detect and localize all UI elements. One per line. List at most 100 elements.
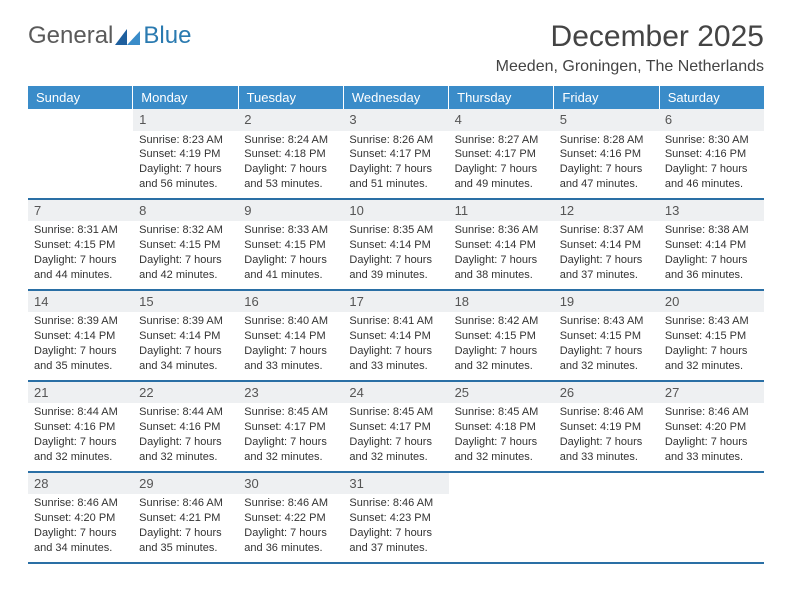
day-number: 10 <box>343 200 448 222</box>
day-cell: 31Sunrise: 8:46 AMSunset: 4:23 PMDayligh… <box>343 473 448 562</box>
day-header: Sunday <box>28 86 133 109</box>
daylight-text: Daylight: 7 hours and 46 minutes. <box>665 162 758 192</box>
daylight-text: Daylight: 7 hours and 33 minutes. <box>244 344 337 374</box>
sunset-text: Sunset: 4:15 PM <box>560 329 653 344</box>
day-number: 17 <box>343 291 448 313</box>
sunrise-text: Sunrise: 8:28 AM <box>560 133 653 148</box>
day-cell: 29Sunrise: 8:46 AMSunset: 4:21 PMDayligh… <box>133 473 238 562</box>
page-title: December 2025 <box>551 20 764 54</box>
sunrise-text: Sunrise: 8:30 AM <box>665 133 758 148</box>
day-cell: 17Sunrise: 8:41 AMSunset: 4:14 PMDayligh… <box>343 291 448 380</box>
sunset-text: Sunset: 4:20 PM <box>665 420 758 435</box>
sunrise-text: Sunrise: 8:23 AM <box>139 133 232 148</box>
day-header: Monday <box>133 86 238 109</box>
daylight-text: Daylight: 7 hours and 36 minutes. <box>244 526 337 556</box>
sunrise-text: Sunrise: 8:38 AM <box>665 223 758 238</box>
day-header: Friday <box>554 86 659 109</box>
day-cell: 19Sunrise: 8:43 AMSunset: 4:15 PMDayligh… <box>554 291 659 380</box>
sunset-text: Sunset: 4:15 PM <box>139 238 232 253</box>
day-number: 22 <box>133 382 238 404</box>
daylight-text: Daylight: 7 hours and 37 minutes. <box>349 526 442 556</box>
sunset-text: Sunset: 4:18 PM <box>455 420 548 435</box>
sunrise-text: Sunrise: 8:45 AM <box>455 405 548 420</box>
sunset-text: Sunset: 4:14 PM <box>560 238 653 253</box>
sunrise-text: Sunrise: 8:46 AM <box>34 496 127 511</box>
day-header: Tuesday <box>239 86 344 109</box>
day-number: 14 <box>28 291 133 313</box>
sunrise-text: Sunrise: 8:46 AM <box>560 405 653 420</box>
day-number: 8 <box>133 200 238 222</box>
sunrise-text: Sunrise: 8:27 AM <box>455 133 548 148</box>
week-row: 28Sunrise: 8:46 AMSunset: 4:20 PMDayligh… <box>28 473 764 564</box>
sunrise-text: Sunrise: 8:41 AM <box>349 314 442 329</box>
day-number: 5 <box>554 109 659 131</box>
day-number: 3 <box>343 109 448 131</box>
daylight-text: Daylight: 7 hours and 39 minutes. <box>349 253 442 283</box>
day-cell: 21Sunrise: 8:44 AMSunset: 4:16 PMDayligh… <box>28 382 133 471</box>
sunset-text: Sunset: 4:16 PM <box>139 420 232 435</box>
sunset-text: Sunset: 4:14 PM <box>349 238 442 253</box>
sunrise-text: Sunrise: 8:42 AM <box>455 314 548 329</box>
week-row: 21Sunrise: 8:44 AMSunset: 4:16 PMDayligh… <box>28 382 764 473</box>
day-cell: 8Sunrise: 8:32 AMSunset: 4:15 PMDaylight… <box>133 200 238 289</box>
sunset-text: Sunset: 4:23 PM <box>349 511 442 526</box>
daylight-text: Daylight: 7 hours and 32 minutes. <box>34 435 127 465</box>
day-cell: 16Sunrise: 8:40 AMSunset: 4:14 PMDayligh… <box>238 291 343 380</box>
day-cell <box>554 473 659 562</box>
daylight-text: Daylight: 7 hours and 42 minutes. <box>139 253 232 283</box>
day-number: 24 <box>343 382 448 404</box>
day-number: 7 <box>28 200 133 222</box>
day-number: 21 <box>28 382 133 404</box>
sunrise-text: Sunrise: 8:46 AM <box>349 496 442 511</box>
sunset-text: Sunset: 4:16 PM <box>560 147 653 162</box>
day-cell: 4Sunrise: 8:27 AMSunset: 4:17 PMDaylight… <box>449 109 554 198</box>
day-number: 15 <box>133 291 238 313</box>
sunrise-text: Sunrise: 8:35 AM <box>349 223 442 238</box>
logo-icon <box>115 27 141 45</box>
day-cell: 15Sunrise: 8:39 AMSunset: 4:14 PMDayligh… <box>133 291 238 380</box>
daylight-text: Daylight: 7 hours and 53 minutes. <box>244 162 337 192</box>
sunrise-text: Sunrise: 8:26 AM <box>349 133 442 148</box>
daylight-text: Daylight: 7 hours and 56 minutes. <box>139 162 232 192</box>
daylight-text: Daylight: 7 hours and 35 minutes. <box>139 526 232 556</box>
sunrise-text: Sunrise: 8:32 AM <box>139 223 232 238</box>
day-cell <box>28 109 133 198</box>
sunrise-text: Sunrise: 8:43 AM <box>665 314 758 329</box>
day-cell: 30Sunrise: 8:46 AMSunset: 4:22 PMDayligh… <box>238 473 343 562</box>
sunrise-text: Sunrise: 8:37 AM <box>560 223 653 238</box>
day-cell: 28Sunrise: 8:46 AMSunset: 4:20 PMDayligh… <box>28 473 133 562</box>
sunset-text: Sunset: 4:15 PM <box>34 238 127 253</box>
day-number: 6 <box>659 109 764 131</box>
sunset-text: Sunset: 4:14 PM <box>139 329 232 344</box>
sunset-text: Sunset: 4:15 PM <box>455 329 548 344</box>
day-number: 16 <box>238 291 343 313</box>
day-cell: 13Sunrise: 8:38 AMSunset: 4:14 PMDayligh… <box>659 200 764 289</box>
day-cell <box>659 473 764 562</box>
day-number: 28 <box>28 473 133 495</box>
sunrise-text: Sunrise: 8:45 AM <box>244 405 337 420</box>
day-header-row: SundayMondayTuesdayWednesdayThursdayFrid… <box>28 86 764 109</box>
sunset-text: Sunset: 4:14 PM <box>349 329 442 344</box>
sunset-text: Sunset: 4:20 PM <box>34 511 127 526</box>
calendar: SundayMondayTuesdayWednesdayThursdayFrid… <box>28 86 764 564</box>
day-number: 2 <box>238 109 343 131</box>
day-number: 18 <box>449 291 554 313</box>
daylight-text: Daylight: 7 hours and 33 minutes. <box>665 435 758 465</box>
day-number: 26 <box>554 382 659 404</box>
daylight-text: Daylight: 7 hours and 34 minutes. <box>34 526 127 556</box>
day-number: 19 <box>554 291 659 313</box>
day-number: 30 <box>238 473 343 495</box>
day-number: 23 <box>238 382 343 404</box>
sunset-text: Sunset: 4:14 PM <box>455 238 548 253</box>
daylight-text: Daylight: 7 hours and 37 minutes. <box>560 253 653 283</box>
day-number: 9 <box>238 200 343 222</box>
day-number: 4 <box>449 109 554 131</box>
day-number: 12 <box>554 200 659 222</box>
day-cell: 27Sunrise: 8:46 AMSunset: 4:20 PMDayligh… <box>659 382 764 471</box>
daylight-text: Daylight: 7 hours and 32 minutes. <box>560 344 653 374</box>
day-cell: 23Sunrise: 8:45 AMSunset: 4:17 PMDayligh… <box>238 382 343 471</box>
day-cell: 9Sunrise: 8:33 AMSunset: 4:15 PMDaylight… <box>238 200 343 289</box>
daylight-text: Daylight: 7 hours and 38 minutes. <box>455 253 548 283</box>
sunrise-text: Sunrise: 8:24 AM <box>244 133 337 148</box>
week-row: 7Sunrise: 8:31 AMSunset: 4:15 PMDaylight… <box>28 200 764 291</box>
